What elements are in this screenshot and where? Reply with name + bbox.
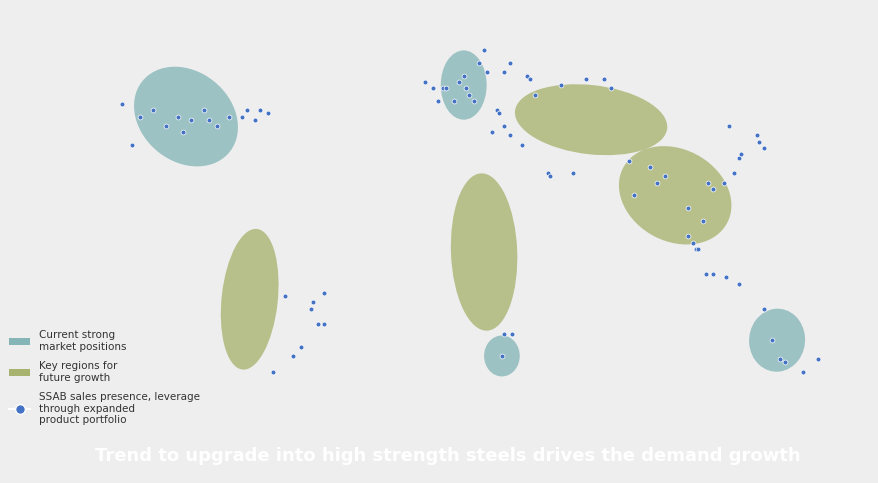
Ellipse shape [450,173,517,331]
Ellipse shape [618,146,730,244]
Ellipse shape [133,67,238,166]
Legend: Current strong
market positions, Key regions for
future growth, SSAB sales prese: Current strong market positions, Key reg… [5,326,204,429]
Ellipse shape [748,309,804,372]
Ellipse shape [484,336,519,376]
Text: Trend to upgrade into high strength steels drives the demand growth: Trend to upgrade into high strength stee… [96,447,800,466]
Ellipse shape [440,50,486,120]
Ellipse shape [515,84,666,155]
Ellipse shape [220,229,278,369]
